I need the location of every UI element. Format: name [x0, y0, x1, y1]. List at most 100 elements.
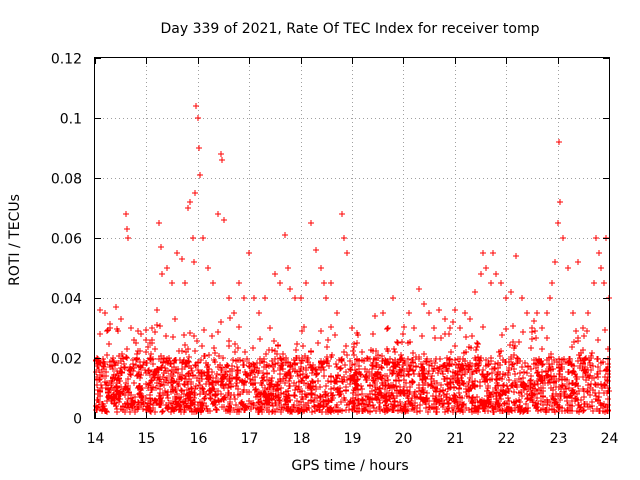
- band-point: [380, 358, 386, 364]
- band-point: [410, 350, 416, 356]
- band-point: [384, 360, 390, 366]
- band-point: [457, 356, 463, 362]
- band-point: [470, 369, 476, 375]
- band-point: [152, 346, 158, 352]
- band-point: [463, 334, 469, 340]
- band-point: [209, 333, 215, 339]
- band-point: [430, 393, 436, 399]
- band-point: [185, 398, 191, 404]
- band-point: [121, 364, 127, 370]
- band-point: [485, 397, 491, 403]
- band-point: [341, 349, 347, 355]
- band-point: [528, 377, 534, 383]
- band-point: [338, 399, 344, 405]
- band-point: [170, 334, 176, 340]
- band-point: [547, 364, 553, 370]
- data-point: [557, 199, 563, 205]
- y-tick-label: 0: [73, 412, 82, 428]
- band-point: [516, 339, 522, 345]
- band-point: [277, 355, 283, 361]
- band-point: [291, 402, 297, 408]
- band-point: [472, 399, 478, 405]
- band-point: [385, 377, 391, 383]
- band-point: [489, 405, 495, 411]
- band-point: [191, 333, 197, 339]
- band-point: [337, 385, 343, 391]
- band-point: [577, 363, 583, 369]
- band-point: [114, 383, 120, 389]
- band-point: [461, 381, 467, 387]
- band-point: [469, 400, 475, 406]
- band-point: [201, 389, 207, 395]
- band-point: [496, 402, 502, 408]
- band-point: [127, 368, 133, 374]
- band-point: [350, 395, 356, 401]
- data-point: [196, 145, 202, 151]
- band-point: [146, 367, 152, 373]
- band-point: [257, 356, 263, 362]
- band-point: [212, 350, 218, 356]
- band-point: [429, 363, 435, 369]
- band-point: [390, 360, 396, 366]
- band-point: [333, 378, 339, 384]
- band-point: [494, 380, 500, 386]
- band-point: [191, 390, 197, 396]
- band-point: [168, 379, 174, 385]
- data-point: [292, 295, 298, 301]
- band-point: [387, 367, 393, 373]
- band-point: [365, 356, 371, 362]
- band-point: [115, 328, 121, 334]
- band-point: [358, 383, 364, 389]
- band-point: [595, 374, 601, 380]
- data-point: [219, 157, 225, 163]
- band-point: [114, 406, 120, 412]
- band-point: [377, 408, 383, 414]
- data-point: [218, 151, 224, 157]
- band-point: [106, 380, 112, 386]
- band-point: [378, 393, 384, 399]
- band-point: [460, 409, 466, 415]
- band-point: [153, 370, 159, 376]
- band-point: [252, 380, 258, 386]
- band-point: [577, 405, 583, 411]
- band-point: [373, 357, 379, 363]
- data-point: [246, 250, 252, 256]
- data-point: [182, 280, 188, 286]
- band-point: [200, 386, 206, 392]
- band-point: [440, 363, 446, 369]
- band-point: [97, 360, 103, 366]
- band-point: [369, 388, 375, 394]
- band-point: [473, 408, 479, 414]
- data-point: [190, 235, 196, 241]
- band-point: [582, 356, 588, 362]
- band-point: [154, 322, 160, 328]
- band-point: [393, 377, 399, 383]
- band-point: [138, 402, 144, 408]
- band-point: [318, 365, 324, 371]
- band-point: [235, 345, 241, 351]
- band-point: [581, 394, 587, 400]
- band-point: [514, 355, 520, 361]
- band-point: [303, 374, 309, 380]
- band-point: [502, 390, 508, 396]
- band-point: [466, 366, 472, 372]
- band-point: [382, 373, 388, 379]
- data-point: [549, 280, 555, 286]
- band-point: [215, 388, 221, 394]
- band-point: [236, 324, 242, 330]
- x-axis-label: GPS time / hours: [291, 458, 408, 474]
- band-point: [197, 391, 203, 397]
- band-point: [168, 371, 174, 377]
- band-point: [309, 370, 315, 376]
- band-point: [502, 400, 508, 406]
- data-point: [503, 295, 509, 301]
- band-point: [445, 401, 451, 407]
- data-point: [193, 103, 199, 109]
- band-point: [325, 378, 331, 384]
- data-point: [123, 211, 129, 217]
- band-point: [438, 396, 444, 402]
- data-point: [575, 259, 581, 265]
- data-point: [215, 211, 221, 217]
- band-point: [539, 346, 545, 352]
- band-point: [397, 384, 403, 390]
